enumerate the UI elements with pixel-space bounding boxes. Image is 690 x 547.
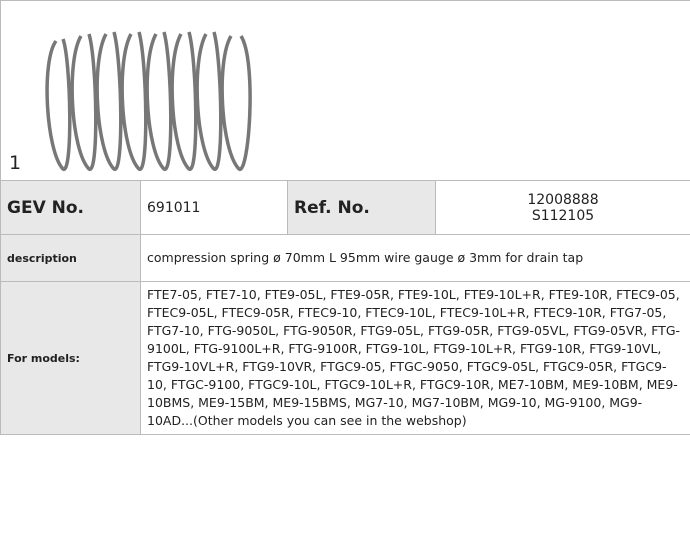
label-cell: GEV No. xyxy=(0,180,141,235)
value-cell: 12008888 S112105 xyxy=(435,180,690,235)
image-cell: 1 xyxy=(0,0,690,181)
value-cell: 691011 xyxy=(140,180,288,235)
label-cell: description xyxy=(0,234,141,282)
image-caption: 1 xyxy=(9,152,22,174)
label-cell: For models: xyxy=(0,281,141,435)
value-cell: FTE7-05, FTE7-10, FTE9-05L, FTE9-05R, FT… xyxy=(140,281,690,435)
label-cell: Ref. No. xyxy=(287,180,436,235)
value-cell: compression spring ø 70mm L 95mm wire ga… xyxy=(140,234,690,282)
spec-table: 1 GEV No. 691011 Ref. No. 12008888 S1121… xyxy=(0,0,690,435)
spring-image xyxy=(45,31,252,171)
